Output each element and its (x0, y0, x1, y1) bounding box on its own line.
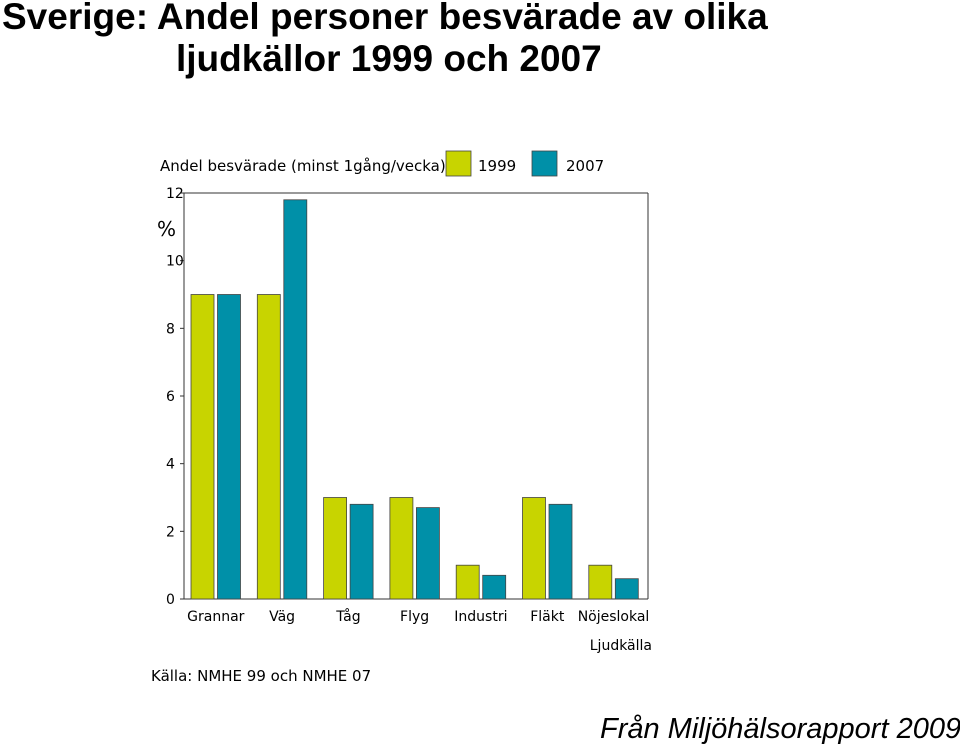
chart-title: Andel besvärade (minst 1gång/vecka) (160, 157, 446, 175)
bar-2007-tåg (349, 503, 374, 600)
bar-1999-grannar (190, 294, 215, 600)
x-axis-tick-labels: Grannar Väg Tåg Flyg Industri Fläkt Nöjeslokal (187, 608, 649, 625)
legend-swatch-2007 (531, 150, 558, 177)
y-tick-label: 0 (166, 592, 175, 608)
bar-1999-nöjeslokal (588, 564, 613, 600)
bar-2007-fläkt (548, 503, 573, 600)
bar-1999-industri (455, 564, 480, 600)
bar-2007-grannar (217, 294, 241, 600)
x-tick-label: Industri (454, 609, 507, 625)
y-axis-label: % (157, 217, 176, 241)
y-tick-label: 6 (166, 389, 175, 405)
y-tick-label: 10 (166, 254, 184, 270)
bars (190, 199, 639, 600)
bar-2007-nöjeslokal (614, 578, 639, 600)
x-tick-label: Tåg (335, 608, 360, 625)
x-axis-label: Ljudkälla (590, 638, 652, 654)
bar-1999-flyg (389, 497, 414, 600)
x-tick-label: Nöjeslokal (578, 609, 650, 625)
bar-1999-väg (256, 294, 281, 600)
legend-label: 1999 (478, 157, 516, 175)
x-tick-label: Väg (269, 609, 295, 625)
y-tick-label: 12 (166, 186, 184, 202)
source-note: Källa: NMHE 99 och NMHE 07 (151, 667, 371, 685)
y-tick-label: 4 (166, 457, 175, 473)
slide-title-line1: Sverige: Andel personer besvärade av oli… (2, 0, 768, 37)
legend-swatch-1999 (445, 150, 472, 177)
x-tick-label: Grannar (187, 609, 245, 625)
bar-1999-tåg (323, 497, 348, 600)
slide-title: Sverige: Andel personer besvärade av oli… (0, 0, 960, 80)
legend-label: 2007 (566, 157, 604, 175)
footer-credit: Från Miljöhälsorapport 2009 (600, 713, 960, 745)
y-axis-ticks: 0 2 4 6 8 10 12 (166, 186, 184, 608)
bar-2007-industri (482, 574, 507, 600)
bar-1999-fläkt (522, 497, 546, 600)
x-tick-label: Fläkt (530, 609, 565, 625)
bar-2007-flyg (415, 507, 440, 600)
y-tick-label: 2 (166, 524, 175, 540)
x-tick-label: Flyg (400, 609, 429, 625)
bar-2007-väg (283, 199, 308, 600)
legend: 1999 2007 (445, 150, 604, 177)
y-tick-label: 8 (166, 321, 175, 337)
slide-title-line2: ljudkällor 1999 och 2007 (176, 38, 602, 79)
